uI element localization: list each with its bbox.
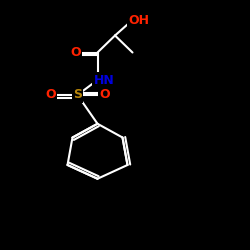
Text: HN: HN bbox=[94, 74, 114, 86]
Text: O: O bbox=[45, 88, 56, 102]
Text: O: O bbox=[70, 46, 81, 59]
Text: O: O bbox=[99, 88, 110, 102]
Text: S: S bbox=[73, 88, 82, 102]
Text: OH: OH bbox=[128, 14, 149, 26]
